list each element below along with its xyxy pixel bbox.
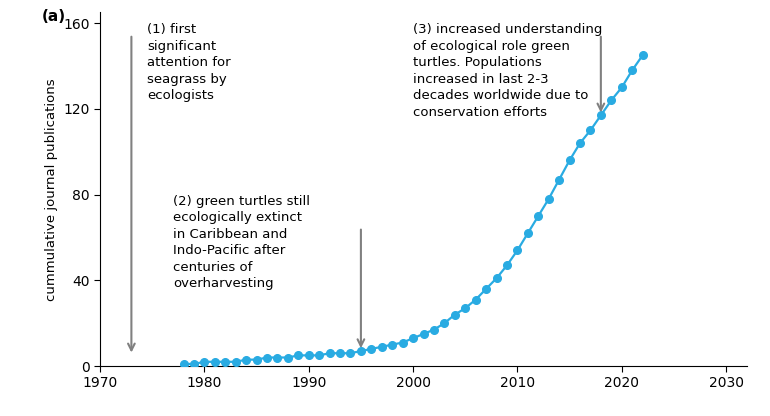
Text: (3) increased understanding
of ecological role green
turtles. Populations
increa: (3) increased understanding of ecologica… xyxy=(413,23,602,119)
Text: (1) first
significant
attention for
seagrass by
ecologists: (1) first significant attention for seag… xyxy=(147,23,231,102)
Text: (a): (a) xyxy=(42,9,66,24)
Text: (2) green turtles still
ecologically extinct
in Caribbean and
Indo-Pacific after: (2) green turtles still ecologically ext… xyxy=(173,195,310,290)
Y-axis label: cummulative journal publications: cummulative journal publications xyxy=(45,78,58,301)
